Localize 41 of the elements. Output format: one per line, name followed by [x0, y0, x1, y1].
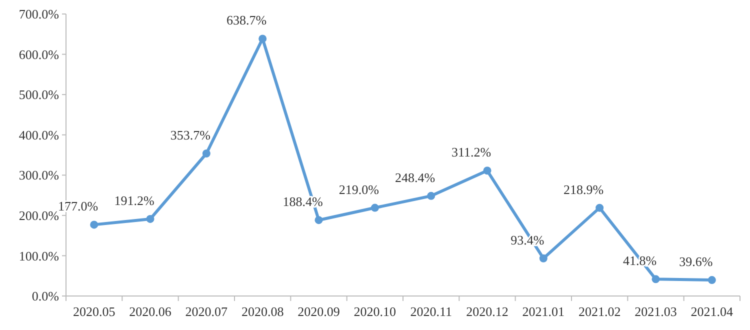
x-tick-label: 2020.08 — [241, 304, 284, 319]
point — [314, 216, 323, 224]
point — [708, 276, 716, 284]
point — [483, 166, 492, 175]
y-tick-label: 700.0% — [18, 6, 60, 22]
y-tick-label: 100.0% — [18, 248, 60, 264]
data-label: 353.7% — [170, 128, 211, 143]
point — [146, 214, 154, 223]
x-tick-label: 2021.03 — [634, 304, 677, 319]
x-tick-label: 2020.06 — [129, 304, 172, 319]
x-tick-label: 2020.05 — [72, 304, 116, 319]
x-tick-label: 2021.04 — [690, 304, 734, 319]
point — [202, 150, 210, 158]
data-label: 39.6% — [679, 254, 713, 270]
x-tick-label: 2020.12 — [466, 304, 508, 319]
y-tick-label: 300.0% — [18, 168, 60, 183]
x-tick-label: 2020.10 — [354, 304, 396, 319]
y-tick-label: 0.0% — [32, 288, 60, 304]
point — [539, 254, 548, 262]
point — [427, 192, 436, 200]
y-tick-label: 500.0% — [18, 87, 60, 102]
point — [652, 275, 660, 284]
point — [258, 34, 267, 43]
x-tick-label: 2021.01 — [522, 304, 565, 319]
x-tick-label: 2020.07 — [185, 304, 228, 319]
data-label: 191.2% — [114, 192, 154, 208]
x-tick-label: 2020.09 — [298, 304, 340, 319]
data-label: 638.7% — [226, 12, 267, 28]
x-tick-label: 2020.11 — [410, 304, 452, 319]
y-tick-label: 600.0% — [18, 46, 60, 62]
x-tick-label: 2021.02 — [578, 304, 621, 319]
point — [90, 220, 98, 229]
point — [370, 204, 379, 212]
y-tick-label: 200.0% — [18, 208, 60, 223]
data-label: 248.4% — [395, 170, 436, 185]
data-label: 218.9% — [564, 182, 604, 197]
y-tick-label: 400.0% — [18, 127, 60, 142]
data-label: 219.0% — [338, 182, 380, 197]
data-label: 311.2% — [451, 144, 492, 160]
data-label: 177.0% — [58, 198, 98, 214]
point — [596, 204, 604, 212]
